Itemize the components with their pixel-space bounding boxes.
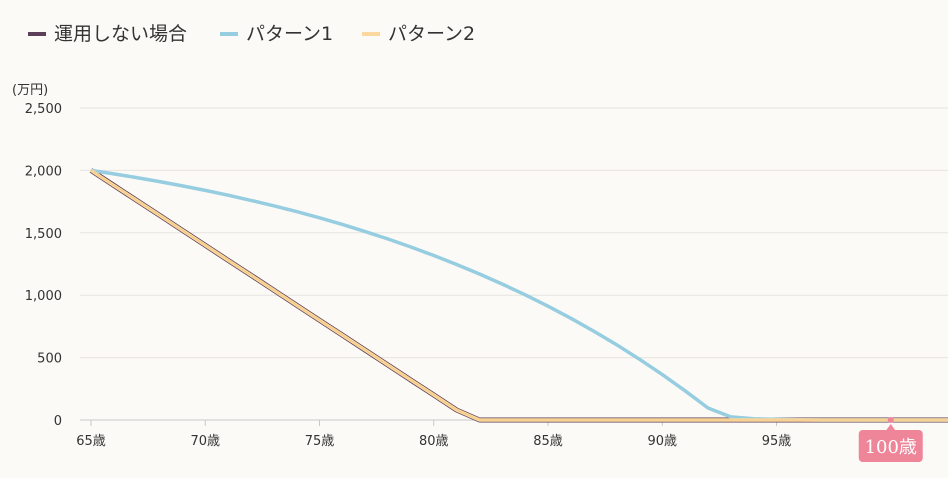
y-axis-unit-label: (万円) <box>12 83 48 98</box>
x-tick-label: 85歳 <box>533 434 563 449</box>
marker-pointer <box>885 424 896 431</box>
legend-label-2[interactable]: パターン1 <box>246 23 333 45</box>
gridlines <box>80 107 948 359</box>
marker-badge <box>858 430 923 462</box>
x-tick-label: 65歳 <box>76 434 106 449</box>
x-axis: 65歳 70歳 75歳 80歳 85歳 90歳 95歳 <box>76 419 948 449</box>
y-tick-label: 2,500 <box>25 102 62 117</box>
y-tick-label: 1,500 <box>25 227 62 242</box>
legend-label-1[interactable]: 運用しない場合 <box>54 23 187 45</box>
y-tick-label: 2,000 <box>25 164 62 179</box>
series-line-3-edge <box>90 169 948 421</box>
marker-dot <box>887 417 894 423</box>
y-tick-label: 1,000 <box>25 289 62 304</box>
marker-label: 100歳 <box>865 437 917 458</box>
x-tick-label: 70歳 <box>190 434 220 449</box>
x-tick-label: 75歳 <box>305 434 335 449</box>
y-tick-label: 500 <box>37 352 62 367</box>
series-lines <box>89 168 948 423</box>
x-tick-label: 90歳 <box>647 434 677 449</box>
age-marker: 100歳 <box>858 417 923 462</box>
chart-legend: 運用しない場合 パターン1 パターン2 <box>28 23 475 45</box>
legend-label-3[interactable]: パターン2 <box>388 23 475 45</box>
y-axis-ticks: 0 500 1,000 1,500 2,000 2,500 <box>25 102 62 429</box>
y-tick-label: 0 <box>54 414 62 429</box>
x-tick-label: 95歳 <box>762 434 792 449</box>
x-tick-label: 80歳 <box>419 434 449 449</box>
